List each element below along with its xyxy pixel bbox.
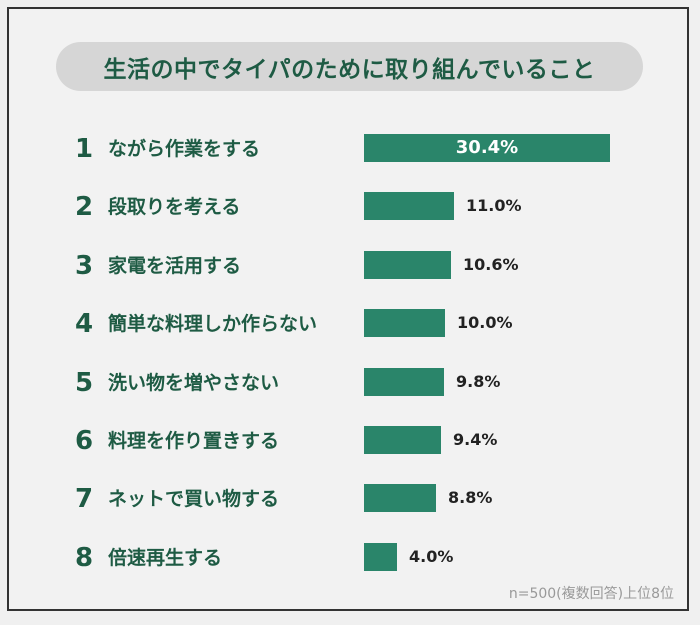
chart-title-pill: 生活の中でタイパのために取り組んでいること bbox=[56, 42, 643, 91]
bar-row-7: 7 ネットで買い物する 8.8% bbox=[0, 484, 700, 514]
category-label: 段取りを考える bbox=[108, 196, 241, 218]
bar bbox=[364, 484, 436, 512]
value-label: 30.4% bbox=[455, 137, 519, 158]
bar-row-2: 2 段取りを考える 11.0% bbox=[0, 192, 700, 222]
bar bbox=[364, 134, 610, 162]
category-label: 料理を作り置きする bbox=[108, 430, 280, 452]
category-label: 洗い物を増やさない bbox=[108, 372, 280, 394]
bar bbox=[364, 426, 441, 454]
rank-number: 5 bbox=[74, 368, 94, 398]
category-label: ながら作業をする bbox=[108, 138, 261, 160]
value-label: 9.8% bbox=[456, 372, 501, 391]
category-label: 倍速再生する bbox=[108, 547, 223, 569]
rank-number: 1 bbox=[74, 134, 94, 164]
sample-note: n=500(複数回答)上位8位 bbox=[508, 586, 674, 602]
rank-number: 4 bbox=[74, 309, 94, 339]
bar-row-8: 8 倍速再生する 4.0% bbox=[0, 543, 700, 573]
bar-row-6: 6 料理を作り置きする 9.4% bbox=[0, 426, 700, 456]
bar-row-3: 3 家電を活用する 10.6% bbox=[0, 251, 700, 281]
bar bbox=[364, 192, 454, 220]
bar bbox=[364, 543, 397, 571]
rank-number: 7 bbox=[74, 484, 94, 514]
rank-number: 8 bbox=[74, 543, 94, 573]
bar-row-5: 5 洗い物を増やさない 9.8% bbox=[0, 368, 700, 398]
chart-frame bbox=[7, 7, 689, 611]
rank-number: 6 bbox=[74, 426, 94, 456]
value-label: 9.4% bbox=[453, 430, 498, 449]
category-label: 簡単な料理しか作らない bbox=[108, 313, 318, 335]
bar-row-1: 1 ながら作業をする 30.4% bbox=[0, 134, 700, 164]
category-label: 家電を活用する bbox=[108, 255, 242, 277]
bar bbox=[364, 309, 445, 337]
chart-title: 生活の中でタイパのために取り組んでいること bbox=[103, 56, 596, 83]
bar bbox=[364, 251, 451, 279]
value-label: 11.0% bbox=[466, 196, 522, 215]
value-label: 10.0% bbox=[457, 313, 513, 332]
rank-number: 2 bbox=[74, 192, 94, 222]
bar bbox=[364, 368, 444, 396]
value-label: 4.0% bbox=[409, 547, 454, 566]
value-label: 8.8% bbox=[448, 488, 493, 507]
category-label: ネットで買い物する bbox=[108, 488, 280, 510]
rank-number: 3 bbox=[74, 251, 94, 281]
bar-row-4: 4 簡単な料理しか作らない 10.0% bbox=[0, 309, 700, 339]
value-label: 10.6% bbox=[463, 255, 519, 274]
